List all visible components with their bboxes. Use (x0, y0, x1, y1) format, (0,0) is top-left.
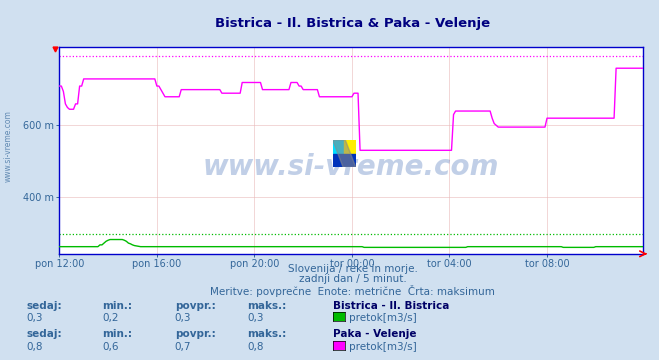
Text: sedaj:: sedaj: (26, 329, 62, 339)
Bar (344, 140, 356, 154)
Text: pretok[m3/s]: pretok[m3/s] (349, 342, 417, 352)
Text: 0,8: 0,8 (247, 342, 264, 352)
Text: min.:: min.: (102, 301, 132, 311)
Text: min.:: min.: (102, 329, 132, 339)
Text: 0,2: 0,2 (102, 313, 119, 323)
Bar (333, 140, 344, 154)
Text: povpr.:: povpr.: (175, 329, 215, 339)
Text: 0,6: 0,6 (102, 342, 119, 352)
Text: 0,3: 0,3 (247, 313, 264, 323)
Text: pretok[m3/s]: pretok[m3/s] (349, 313, 417, 323)
Text: Slovenija / reke in morje.: Slovenija / reke in morje. (287, 264, 418, 274)
Text: povpr.:: povpr.: (175, 301, 215, 311)
Text: 0,3: 0,3 (26, 313, 43, 323)
Text: sedaj:: sedaj: (26, 301, 62, 311)
Text: www.si-vreme.com: www.si-vreme.com (4, 110, 13, 182)
Text: Bistrica - Il. Bistrica & Paka - Velenje: Bistrica - Il. Bistrica & Paka - Velenje (215, 17, 490, 30)
Text: maks.:: maks.: (247, 329, 287, 339)
Text: Bistrica - Il. Bistrica: Bistrica - Il. Bistrica (333, 301, 449, 311)
Polygon shape (333, 140, 356, 167)
Text: Meritve: povprečne  Enote: metrične  Črta: maksimum: Meritve: povprečne Enote: metrične Črta:… (210, 285, 495, 297)
Text: 0,7: 0,7 (175, 342, 191, 352)
Text: maks.:: maks.: (247, 301, 287, 311)
Text: Paka - Velenje: Paka - Velenje (333, 329, 416, 339)
Text: zadnji dan / 5 minut.: zadnji dan / 5 minut. (299, 274, 407, 284)
Bar (333, 154, 356, 167)
Text: www.si-vreme.com: www.si-vreme.com (203, 153, 499, 181)
Text: 0,8: 0,8 (26, 342, 43, 352)
Text: 0,3: 0,3 (175, 313, 191, 323)
